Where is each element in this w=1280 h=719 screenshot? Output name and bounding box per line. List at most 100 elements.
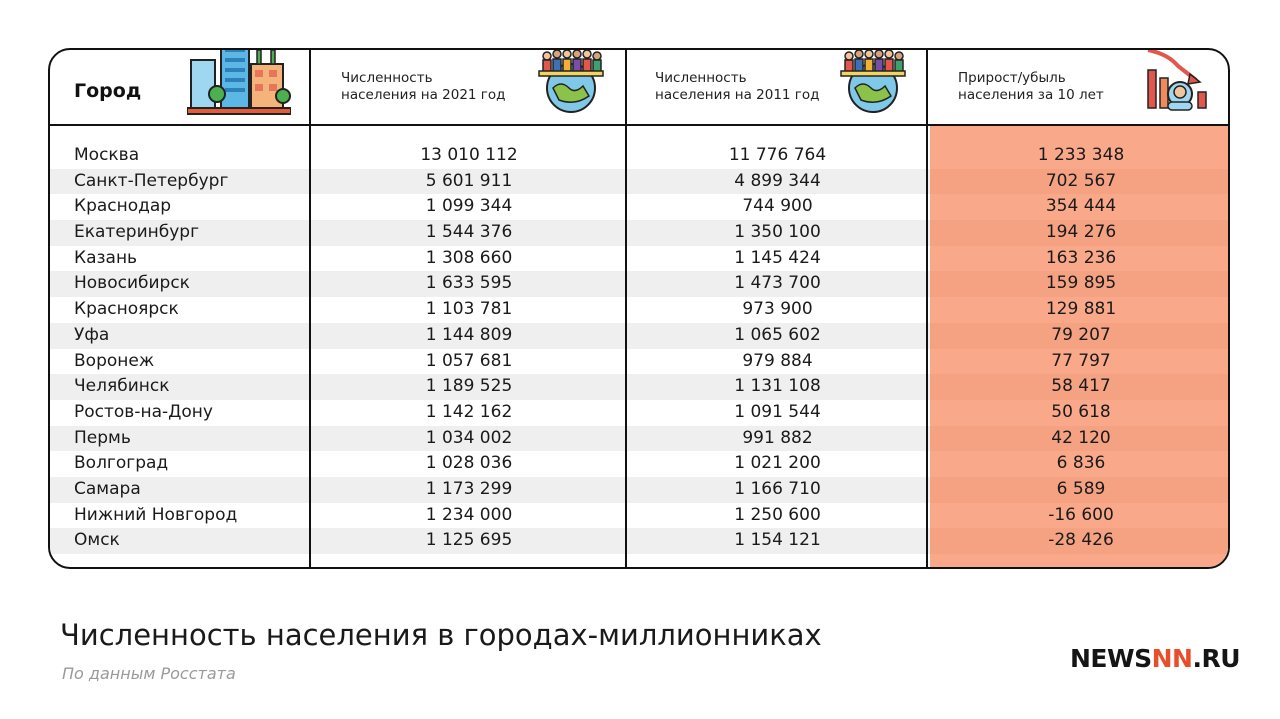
city-cell: Омск: [74, 530, 120, 551]
city-buildings-icon: [187, 50, 291, 115]
table-row: Воронеж 1 057 681 979 884 77 797: [50, 349, 1228, 375]
table-row: Москва 13 010 112 11 776 764 1 233 348: [50, 143, 1228, 169]
pop-2021-cell: 1 057 681: [425, 350, 513, 371]
pop-2021-cell: 1 173 299: [425, 478, 513, 499]
pop-2011-cell: 1 131 108: [734, 376, 821, 397]
header-change-label: Прирост/убыль населения за 10 лет: [958, 70, 1104, 104]
change-cell: 79 207: [1051, 324, 1111, 345]
row-stripe-highlight: [930, 322, 1228, 349]
row-stripe-highlight: [930, 476, 1228, 503]
table-row: Пермь 1 034 002 991 882 42 120: [50, 425, 1228, 452]
pop-2021-cell: 1 103 781: [425, 299, 513, 320]
pop-2021-cell: 1 234 000: [425, 504, 513, 525]
header-change-text: Прирост/убыль населения за 10 лет: [958, 70, 1104, 103]
header-pop-2021-text: Численность населения на 2021 год: [341, 70, 506, 103]
city-cell: Краснодар: [74, 196, 172, 217]
pop-2021-cell: 1 099 344: [425, 196, 513, 217]
change-cell: 42 120: [1051, 427, 1111, 448]
column-divider: [926, 50, 928, 567]
city-cell: Воронеж: [74, 350, 155, 371]
pop-2021-cell: 1 125 695: [425, 530, 513, 551]
change-cell: -28 426: [1048, 530, 1114, 551]
crowd-globe-icon: [538, 50, 604, 113]
change-cell: 50 618: [1051, 401, 1111, 422]
pop-2011-cell: 1 350 100: [734, 222, 821, 243]
header-city-label: Город: [74, 80, 142, 102]
pop-2021-cell: 1 142 162: [425, 401, 513, 422]
pop-2011-cell: 744 900: [742, 196, 813, 217]
city-cell: Нижний Новгород: [74, 504, 238, 525]
table-row: Волгоград 1 028 036 1 021 200 6 836: [50, 451, 1228, 477]
table-row: Челябинск 1 189 525 1 131 108 58 417: [50, 374, 1228, 400]
pop-2021-cell: 1 308 660: [425, 247, 513, 268]
header-divider: [50, 124, 1228, 126]
logo-suffix: .RU: [1192, 644, 1241, 673]
change-cell: 58 417: [1051, 376, 1111, 397]
pop-2021-cell: 13 010 112: [420, 145, 518, 165]
table-row: Казань 1 308 660 1 145 424 163 236: [50, 246, 1228, 272]
table-row: Ростов-на-Дону 1 142 162 1 091 544 50 618: [50, 400, 1228, 426]
pop-2021-cell: 1 544 376: [425, 222, 513, 243]
city-cell: Казань: [74, 247, 138, 268]
pop-2021-cell: 1 144 809: [425, 324, 513, 345]
pop-2011-cell: 973 900: [742, 299, 813, 320]
table-body: Москва 13 010 112 11 776 764 1 233 348 Санкт…: [50, 143, 1228, 554]
pop-2011-cell: 1 065 602: [734, 324, 821, 345]
change-cell: 129 881: [1045, 299, 1117, 320]
column-divider: [625, 50, 627, 567]
pop-2011-cell: 1 145 424: [734, 247, 821, 268]
pop-2011-cell: 4 899 344: [734, 170, 821, 191]
change-cell: 77 797: [1051, 350, 1111, 371]
pop-2011-cell: 979 884: [742, 350, 813, 371]
city-cell: Волгоград: [74, 453, 169, 474]
city-cell: Самара: [74, 478, 141, 499]
declining-chart-baby-icon: [1147, 50, 1207, 111]
table-row: Екатеринбург 1 544 376 1 350 100 194 276: [50, 220, 1228, 246]
city-cell: Пермь: [74, 427, 131, 448]
city-cell: Челябинск: [74, 376, 170, 397]
row-stripe-highlight: [930, 374, 1228, 400]
source-note: По данным Росстата: [62, 664, 236, 683]
city-cell: Екатеринбург: [74, 222, 200, 243]
pop-2021-cell: 1 028 036: [425, 453, 513, 474]
pop-2011-cell: 1 166 710: [734, 478, 821, 499]
change-cell: -16 600: [1048, 504, 1114, 525]
logo-mark: NN: [1151, 644, 1193, 673]
population-table: Москва 13 010 112 11 776 764 1 233 348 Санкт…: [48, 48, 1230, 569]
header-pop-2011-text: Численность населения на 2011 год: [655, 70, 820, 103]
city-cell: Москва: [74, 145, 140, 165]
pop-2021-cell: 1 034 002: [425, 427, 513, 448]
table-row: Новосибирск 1 633 595 1 473 700 159 895: [50, 271, 1228, 298]
city-cell: Санкт-Петербург: [74, 170, 229, 191]
change-cell: 1 233 348: [1037, 145, 1125, 165]
pop-2011-cell: 1 021 200: [734, 453, 821, 474]
row-stripe-highlight: [930, 168, 1228, 195]
header-pop-2021: Численность населения на 2021 год: [311, 50, 625, 124]
pop-2021-cell: 5 601 911: [425, 170, 513, 191]
pop-2011-cell: 991 882: [742, 427, 813, 448]
change-cell: 159 895: [1045, 273, 1117, 294]
change-cell: 194 276: [1045, 222, 1117, 243]
row-stripe-highlight: [930, 220, 1228, 246]
change-cell: 354 444: [1045, 196, 1117, 217]
row-stripe-highlight: [930, 271, 1228, 298]
pop-2011-cell: 1 473 700: [734, 273, 821, 294]
header-city: Город: [50, 50, 309, 124]
table-row: Омск 1 125 695 1 154 121 -28 426: [50, 528, 1228, 554]
column-divider: [309, 50, 311, 567]
table-row: Красноярск 1 103 781 973 900 129 881: [50, 297, 1228, 323]
table-row: Нижний Новгород 1 234 000 1 250 600 -16 600: [50, 503, 1228, 529]
pop-2011-cell: 11 776 764: [728, 145, 827, 165]
pop-2021-cell: 1 633 595: [425, 273, 513, 294]
newsnn-logo: NEWSNN.RU: [1070, 644, 1241, 673]
change-cell: 702 567: [1045, 170, 1117, 191]
change-cell: 163 236: [1045, 247, 1117, 268]
table-row: Уфа 1 144 809 1 065 602 79 207: [50, 322, 1228, 349]
pop-2011-cell: 1 250 600: [734, 504, 821, 525]
table-row: Самара 1 173 299 1 166 710 6 589: [50, 476, 1228, 503]
change-cell: 6 589: [1056, 478, 1106, 499]
city-cell: Красноярск: [74, 299, 179, 320]
change-cell: 6 836: [1056, 453, 1106, 474]
row-stripe-highlight: [930, 528, 1228, 554]
table-row: Санкт-Петербург 5 601 911 4 899 344 702 567: [50, 168, 1228, 195]
